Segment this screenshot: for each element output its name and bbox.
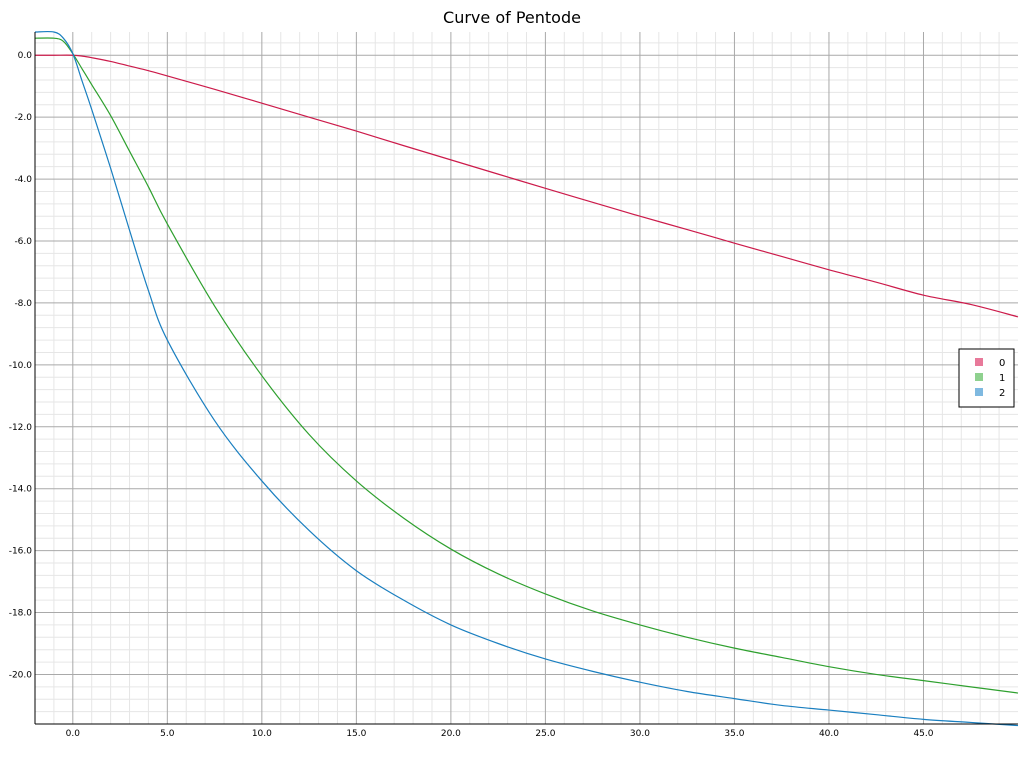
x-tick-label: 10.0 xyxy=(252,729,272,739)
series-line-2 xyxy=(34,30,1019,727)
legend-label-2: 2 xyxy=(999,388,1005,399)
series-layer xyxy=(34,30,1019,727)
x-tick-label: 35.0 xyxy=(724,729,744,739)
y-tick-label: -14.0 xyxy=(9,485,33,495)
legend: 0 1 2 xyxy=(958,348,1015,408)
y-tick-label: -16.0 xyxy=(9,547,33,557)
legend-label-1: 1 xyxy=(999,373,1005,384)
y-tick-label: 0.0 xyxy=(18,51,33,61)
legend-label-0: 0 xyxy=(999,358,1005,369)
grid-minor xyxy=(34,32,1018,725)
y-tick-label: -12.0 xyxy=(9,423,33,433)
x-tick-label: 45.0 xyxy=(913,729,933,739)
chart-title: Curve of Pentode xyxy=(443,8,581,27)
legend-swatch-1 xyxy=(975,373,983,381)
y-tick-label: -20.0 xyxy=(9,670,33,680)
legend-swatch-0 xyxy=(975,358,983,366)
y-tick-label: -8.0 xyxy=(14,299,32,309)
grid-major xyxy=(35,32,1018,724)
y-tick-label: -6.0 xyxy=(14,237,32,247)
x-tick-label: 30.0 xyxy=(630,729,650,739)
y-tick-label: -4.0 xyxy=(14,175,32,185)
x-tick-label: 0.0 xyxy=(66,729,81,739)
y-tick-label: -10.0 xyxy=(9,361,33,371)
y-tick-label: -2.0 xyxy=(14,113,32,123)
x-tick-label: 25.0 xyxy=(535,729,555,739)
x-tick-label: 40.0 xyxy=(819,729,839,739)
legend-swatch-2 xyxy=(975,388,983,396)
tick-layer: 0.0 5.0 10.0 15.0 20.0 25.0 30.0 35.0 40.0 45.0 0.… xyxy=(9,51,934,739)
x-tick-label: 5.0 xyxy=(160,729,175,739)
x-tick-label: 15.0 xyxy=(346,729,366,739)
series-line-1 xyxy=(34,37,1019,694)
x-tick-label: 20.0 xyxy=(441,729,461,739)
y-tick-label: -18.0 xyxy=(9,609,33,619)
series-line-0 xyxy=(35,54,1019,318)
axes-layer xyxy=(34,32,1018,725)
legend-box xyxy=(958,348,1015,408)
